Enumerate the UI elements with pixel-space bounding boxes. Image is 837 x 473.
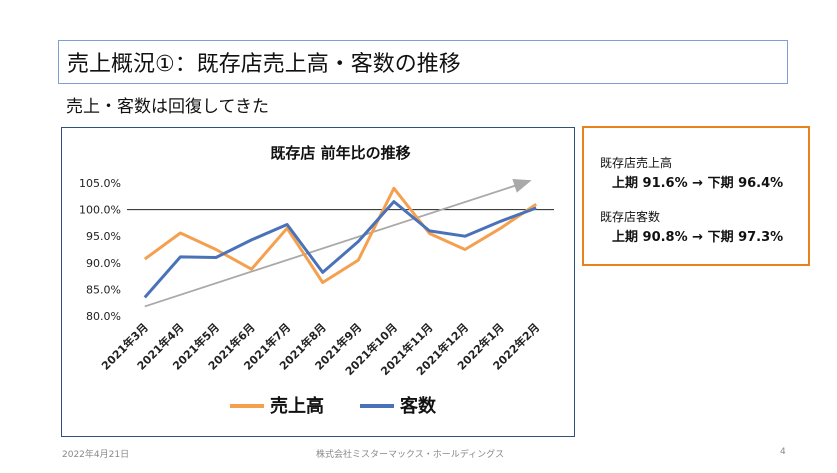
sales-summary-value: 上期 91.6% → 下期 96.4% bbox=[612, 176, 784, 191]
sales-summary-label: 既存店売上高 bbox=[600, 156, 673, 170]
y-tick-label: 80.0% bbox=[86, 310, 121, 323]
line-chart: 既存店 前年比の推移 105.0% 100.0% 95.0% 90.0% 85.0% 80.… bbox=[79, 144, 554, 417]
y-tick-label: 105.0% bbox=[79, 177, 121, 190]
slide-title-box: 売上概況①：既存店売上高・客数の推移 bbox=[58, 40, 788, 84]
chart-title: 既存店 前年比の推移 bbox=[270, 144, 410, 162]
y-tick-label: 100.0% bbox=[79, 204, 121, 217]
page-number: 4 bbox=[780, 447, 786, 457]
y-tick-label: 90.0% bbox=[86, 257, 121, 270]
slide-title: 売上概況①：既存店売上高・客数の推移 bbox=[67, 52, 461, 77]
y-tick-label: 95.0% bbox=[86, 230, 121, 243]
customers-summary-value: 上期 90.8% → 下期 97.3% bbox=[612, 230, 784, 245]
slide-subtitle: 売上・客数は回復してきた bbox=[66, 97, 269, 117]
series-line-sales bbox=[143, 186, 538, 284]
trend-arrow bbox=[144, 179, 532, 308]
legend-customers-label: 客数 bbox=[400, 395, 437, 417]
y-tick-label: 85.0% bbox=[86, 283, 121, 296]
legend-sales-label: 売上高 bbox=[270, 395, 324, 417]
customers-summary-label: 既存店客数 bbox=[600, 210, 661, 224]
chart-frame: 既存店 前年比の推移 105.0% 100.0% 95.0% 90.0% 85.0% 80.… bbox=[61, 127, 575, 437]
footer-date: 2022年4月21日 bbox=[62, 450, 130, 460]
series-line-customers bbox=[143, 200, 537, 299]
footer-company: 株式会社ミスターマックス・ホールディングス bbox=[316, 450, 505, 460]
summary-box: 既存店売上高 上期 91.6% → 下期 96.4% 既存店客数 上期 90.8… bbox=[582, 126, 810, 266]
